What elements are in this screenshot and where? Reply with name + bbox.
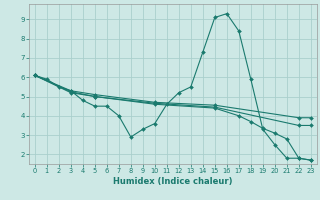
X-axis label: Humidex (Indice chaleur): Humidex (Indice chaleur) xyxy=(113,177,233,186)
